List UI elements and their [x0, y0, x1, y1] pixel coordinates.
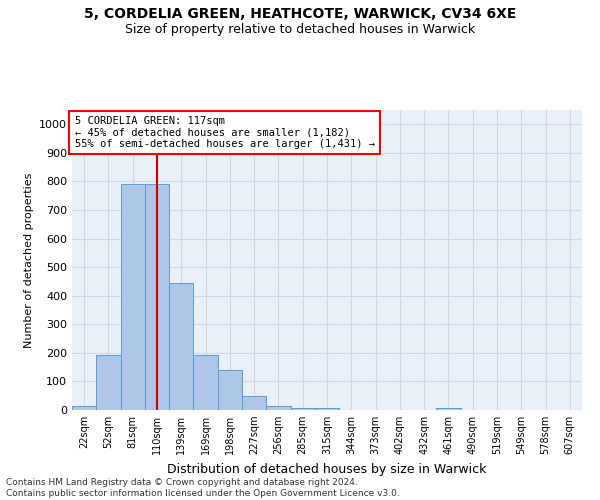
Bar: [121, 184, 145, 410]
Bar: [436, 408, 461, 410]
Bar: [315, 408, 339, 410]
Bar: [193, 355, 218, 410]
Bar: [72, 406, 96, 410]
Bar: [290, 408, 315, 410]
Text: 5 CORDELIA GREEN: 117sqm
← 45% of detached houses are smaller (1,182)
55% of sem: 5 CORDELIA GREEN: 117sqm ← 45% of detach…: [74, 116, 374, 149]
Y-axis label: Number of detached properties: Number of detached properties: [23, 172, 34, 348]
Bar: [96, 355, 121, 410]
Text: Contains HM Land Registry data © Crown copyright and database right 2024.
Contai: Contains HM Land Registry data © Crown c…: [6, 478, 400, 498]
Bar: [145, 184, 169, 410]
Text: Size of property relative to detached houses in Warwick: Size of property relative to detached ho…: [125, 22, 475, 36]
Text: 5, CORDELIA GREEN, HEATHCOTE, WARWICK, CV34 6XE: 5, CORDELIA GREEN, HEATHCOTE, WARWICK, C…: [84, 8, 516, 22]
Bar: [242, 396, 266, 410]
Bar: [218, 370, 242, 410]
Bar: [169, 284, 193, 410]
Bar: [266, 406, 290, 410]
X-axis label: Distribution of detached houses by size in Warwick: Distribution of detached houses by size …: [167, 462, 487, 475]
